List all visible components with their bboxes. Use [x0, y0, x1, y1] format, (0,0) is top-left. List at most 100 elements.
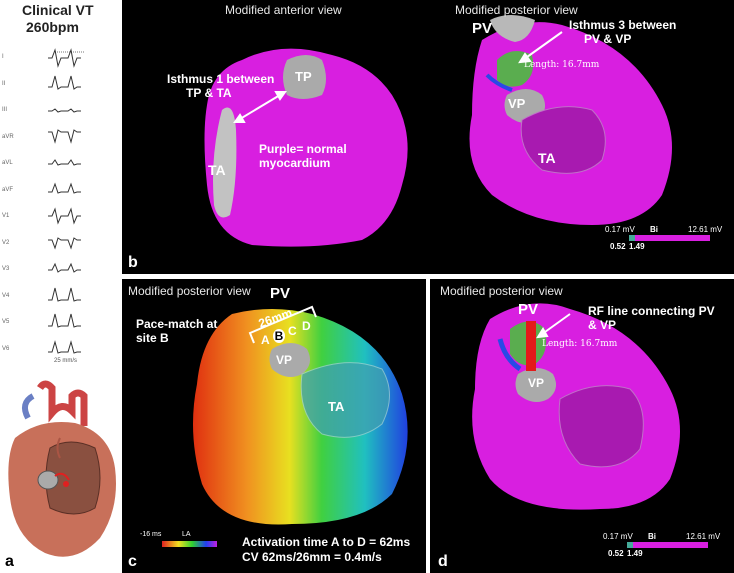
- anterior-tp-scar: [283, 55, 326, 99]
- ecg-lead-wave: [48, 287, 81, 302]
- posterior-ta-label-b: TA: [538, 150, 556, 166]
- ecg-lead-label: V4: [2, 292, 10, 299]
- isthmus3-label-l2: PV & VP: [584, 32, 632, 46]
- ecg-speed: 25 mm/s: [54, 358, 78, 364]
- ecg-lead-wave: [48, 207, 81, 225]
- isthmus3-arrow: [518, 31, 563, 64]
- anterior-map-shape: [204, 48, 408, 247]
- ecg-lead-wave: [48, 313, 81, 328]
- purple-note-l1: Purple= normal: [259, 142, 347, 156]
- ecg-title-line1: Clinical VT: [22, 2, 94, 18]
- isthmus1-label-l2: TP & TA: [186, 86, 232, 100]
- ecg-lead-wave: [48, 159, 81, 166]
- ecg-lead-label: V6: [2, 345, 10, 352]
- panel-c-activation-map: [162, 305, 408, 547]
- isthmus3-length: Length: 16.7mm: [524, 60, 600, 70]
- activation-scale-la: LA: [182, 531, 191, 538]
- ecg-lead-label: III: [2, 107, 8, 113]
- ecg-lead-wave: [48, 182, 81, 194]
- panel-b-maps: [204, 15, 710, 247]
- ecg-lead-label: aVF: [2, 186, 14, 193]
- posterior-vp-label-b: VP: [508, 96, 526, 111]
- activation-time-l1: Activation time A to D = 62ms: [242, 535, 411, 549]
- ecg-lead-wave: [48, 236, 81, 250]
- panel-d-scale-high: 12.61 mV: [686, 532, 721, 541]
- isthmus1-label-l1: Isthmus 1 between: [167, 72, 275, 86]
- panel-b-scale-low: 0.17 mV: [605, 225, 635, 234]
- panel-b-scale-bi: Bi: [650, 225, 658, 234]
- ecg-lead-label: V2: [2, 239, 10, 246]
- panel-c-pv-label: PV: [270, 285, 291, 302]
- activation-scale-left: -16 ms: [140, 531, 162, 538]
- ecg-lead-wave: [48, 48, 81, 68]
- panel-d-pv-label: PV: [518, 301, 539, 318]
- rf-line: [526, 321, 536, 371]
- site-a: A: [261, 333, 270, 347]
- panel-d-map: [472, 303, 708, 548]
- site-d: D: [302, 319, 311, 333]
- posterior-pv-label-b: PV: [472, 20, 493, 37]
- rf-vp-scar: [515, 368, 557, 403]
- ecg-lead-wave: [48, 128, 81, 144]
- anterior-tp-label: TP: [295, 69, 312, 84]
- panel-b-scale-v1: 0.52: [610, 242, 626, 251]
- panel-letter-a: a: [5, 553, 14, 570]
- anterior-ta-label: TA: [208, 162, 226, 178]
- ecg-leads: I II III aVR aVL aVF V1 V2 V3 V4 V5 V6: [0, 40, 110, 360]
- activation-scale-bar: [162, 541, 217, 547]
- anterior-view-label: Modified anterior view: [225, 3, 342, 17]
- rf-arrow: [536, 313, 571, 339]
- ecg-lead-label: I: [2, 54, 4, 60]
- panel-d-scale-v2: 1.49: [627, 549, 643, 558]
- panel-letter-b: b: [128, 254, 138, 271]
- panel-d-vp-label: VP: [528, 376, 545, 390]
- panel-b-scale-high: 12.61 mV: [688, 225, 723, 234]
- purple-note-l2: myocardium: [259, 156, 331, 170]
- activation-ta-region: [300, 362, 390, 438]
- pace-match-l1: Pace-match at: [136, 317, 218, 331]
- panel-d-view-label: Modified posterior view: [440, 284, 563, 298]
- posterior-ta-region: [520, 106, 606, 174]
- ecg-lead-wave: [48, 262, 81, 273]
- heart-illustration: [8, 380, 116, 557]
- panel-letter-c: c: [128, 553, 137, 570]
- panel-d-scale-bar: [633, 542, 708, 548]
- ecg-lead-label: aVL: [2, 160, 13, 166]
- distance-bracket: [248, 305, 317, 344]
- rf-label-l2: & VP: [588, 318, 617, 332]
- panel-b-scale-v2: 1.49: [629, 242, 645, 251]
- panel-c-vp-label: VP: [276, 353, 293, 367]
- ecg-lead-wave: [48, 75, 81, 90]
- panel-d-scale-low: 0.17 mV: [603, 532, 633, 541]
- posterior-view-label-b: Modified posterior view: [455, 3, 578, 17]
- ecg-lead-wave: [48, 108, 81, 113]
- ecg-title-line2: 260bpm: [26, 19, 79, 35]
- isthmus3-label-l1: Isthmus 3 between: [569, 18, 677, 32]
- ecg-lead-label: aVR: [2, 133, 14, 140]
- panel-d: Modified posterior view PV VP RF line co…: [430, 279, 734, 573]
- panel-d-scale-v1: 0.52: [608, 549, 624, 558]
- panel-letter-d: d: [438, 553, 448, 570]
- ecg-lead-label: V3: [2, 266, 10, 272]
- panel-b-scale-bar: [635, 235, 710, 241]
- ecg-lead-wave: [48, 339, 81, 354]
- panel-c: Modified posterior view PV Pace-match at…: [122, 279, 426, 573]
- posterior-pv-scar: [490, 15, 535, 42]
- panel-c-ta-label: TA: [328, 399, 345, 414]
- rf-ta-region: [558, 385, 644, 468]
- activation-vp-scar: [269, 343, 311, 378]
- panel-d-scale-bi: Bi: [648, 532, 656, 541]
- panel-c-view-label: Modified posterior view: [128, 284, 251, 298]
- ecg-lead-label: V1: [2, 213, 10, 219]
- ecg-column: Clinical VT 260bpm I II III aVR aVL aVF V1 V2 V3…: [0, 0, 120, 573]
- ecg-lead-label: V5: [2, 319, 10, 325]
- rf-label-l1: RF line connecting PV: [588, 304, 715, 318]
- site-b: B: [273, 329, 285, 343]
- site-c: C: [288, 324, 297, 338]
- panel-b: Modified anterior view Modified posterio…: [122, 0, 734, 274]
- isthmus1-arrow: [233, 91, 287, 123]
- rf-length: Length: 16.7mm: [542, 339, 618, 349]
- ecg-lead-label: II: [2, 80, 6, 87]
- activation-time-l2: CV 62ms/26mm = 0.4m/s: [242, 550, 382, 564]
- pace-match-l2: site B: [136, 331, 169, 345]
